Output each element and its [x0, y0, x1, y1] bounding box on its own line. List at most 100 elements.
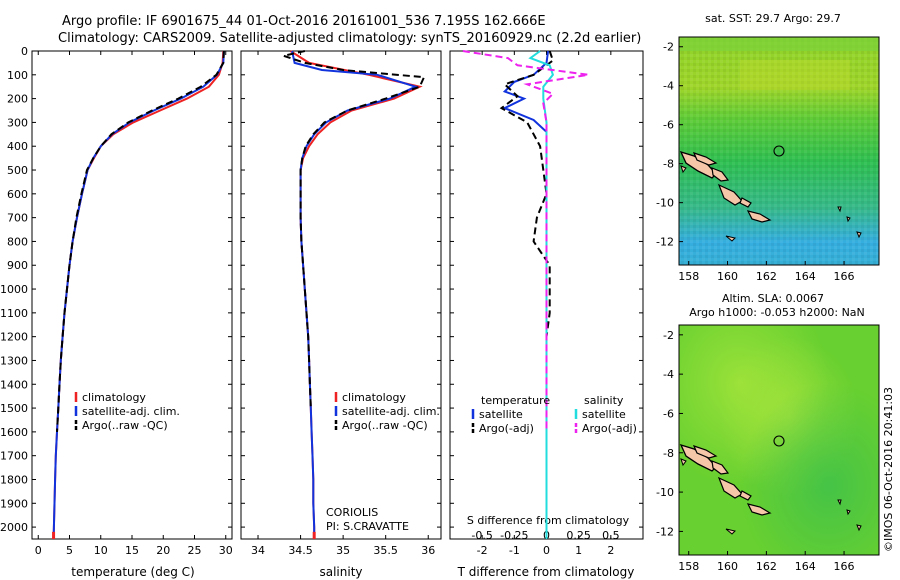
- map-ytick-label: -4: [663, 368, 674, 381]
- xtick-label: 15: [125, 544, 139, 557]
- ytick-label: 900: [7, 259, 28, 272]
- xtick-label: 10: [94, 544, 108, 557]
- map-ytick-label: -10: [656, 197, 674, 210]
- sla-float-marker: [773, 435, 785, 447]
- xtick-top-label: 0.25: [566, 529, 591, 542]
- islet-east-1-sla: [837, 499, 842, 506]
- series-salinity-satellite: [528, 50, 555, 539]
- map-ytick-label: -12: [656, 525, 674, 538]
- sst-top-band: [679, 37, 879, 51]
- series-argo: [56, 50, 225, 432]
- xtick-label: 2: [607, 544, 614, 557]
- legend-label: satellite-adj. clim.: [342, 405, 440, 418]
- xtick-label: 36: [421, 544, 435, 557]
- map-xtick-label: 158: [678, 560, 699, 573]
- map-xtick-label: 160: [717, 560, 738, 573]
- map-ytick-label: -10: [656, 486, 674, 499]
- legend-label: Argo(..raw -QC): [82, 419, 168, 432]
- legend-label: satellite-adj. clim.: [82, 405, 180, 418]
- map-xtick-label: 164: [795, 560, 816, 573]
- islet-east-3-sla: [856, 524, 862, 532]
- island-west-sla: [680, 458, 687, 467]
- diff-legend-label: satellite: [479, 408, 523, 421]
- sst-islands: [679, 150, 862, 242]
- island-north-sla: [692, 445, 718, 459]
- sla-map-panel: Altim. SLA: 0.0067 Argo h1000: -0.053 h2…: [656, 292, 880, 573]
- t-difference-xlabel: T difference from climatology: [457, 565, 635, 579]
- diff-legend-heading: salinity: [584, 394, 624, 407]
- ytick-label: 1400: [0, 378, 28, 391]
- sla-low-region: [679, 325, 879, 555]
- header-line-2: Climatology: CARS2009. Satellite-adjuste…: [58, 31, 641, 46]
- series-satellite: [291, 50, 419, 539]
- islet-east-1-sst: [837, 206, 842, 213]
- islet-east-3-sst: [856, 231, 862, 239]
- map-xtick-label: 162: [756, 270, 777, 283]
- xtick-top-label: 0.5: [602, 529, 620, 542]
- ytick-label: 300: [7, 116, 28, 129]
- ytick-label: 1100: [0, 307, 28, 320]
- sst-warm-patch: [740, 60, 850, 90]
- diff-legend-label: Argo(-adj): [479, 422, 534, 435]
- ytick-label: 1600: [0, 426, 28, 439]
- map-xtick-label: 166: [834, 270, 855, 283]
- island-west-sst: [680, 165, 687, 174]
- climatology-bottom-marker: [52, 531, 56, 539]
- island-malaita-sla: [746, 503, 772, 516]
- map-xtick-label: 166: [834, 560, 855, 573]
- difference-panel: T difference from climatology S differen…: [449, 50, 644, 579]
- island-santa-isabel-sla: [717, 476, 743, 499]
- xtick-label: -2: [477, 544, 488, 557]
- sst-map-frame: [678, 36, 880, 266]
- ytick-label: 700: [7, 212, 28, 225]
- ytick-label: 500: [7, 164, 28, 177]
- xtick-top-label: -0.5: [471, 529, 492, 542]
- sla-map-frame: [678, 324, 880, 556]
- island-ngella-sla: [739, 490, 752, 501]
- island-choiseul-sla: [711, 460, 730, 475]
- sla-map-title-2: Argo h1000: -0.053 h2000: NaN: [689, 306, 865, 319]
- series-salinity-argo: [462, 50, 589, 432]
- xtick-label: 0: [35, 544, 42, 557]
- ytick-label: 100: [7, 69, 28, 82]
- ytick-label: 800: [7, 235, 28, 248]
- map-xtick-label: 160: [717, 270, 738, 283]
- island-choiseul-sst: [711, 167, 730, 182]
- map-xtick-label: 158: [678, 270, 699, 283]
- xtick-label: 20: [156, 544, 170, 557]
- map-ytick-label: -6: [663, 119, 674, 132]
- legend-label: climatology: [342, 391, 406, 404]
- temperature-panel: temperature (deg C) 0 5 10 15 20 25 3001002003…: [0, 45, 233, 579]
- ytick-label: 1200: [0, 331, 28, 344]
- map-ytick-label: -8: [663, 158, 674, 171]
- xtick-label: -1: [509, 544, 520, 557]
- diff-legend-label: satellite: [582, 408, 626, 421]
- ytick-label: 1300: [0, 354, 28, 367]
- sla-islands: [679, 443, 862, 535]
- ytick-label: 1000: [0, 283, 28, 296]
- island-guadalcanal-sla: [725, 528, 736, 535]
- island-malaita-sst: [746, 210, 772, 223]
- legend-label: Argo(..raw -QC): [342, 419, 428, 432]
- xtick-label: 35.5: [373, 544, 398, 557]
- series-satellite: [52, 50, 225, 540]
- series-argo: [279, 50, 426, 409]
- diff-legend-label: Argo(-adj): [582, 422, 637, 435]
- map-ytick-label: -8: [663, 447, 674, 460]
- climatology-bottom-marker: [312, 531, 316, 539]
- island-ngella-sst: [739, 197, 752, 208]
- institution-label: CORIOLIS: [326, 506, 378, 519]
- ytick-label: 1800: [0, 473, 28, 486]
- xtick-top-label: -0.25: [500, 529, 528, 542]
- ytick-label: 200: [7, 93, 28, 106]
- header-line-1: Argo profile: IF 6901675_44 01-Oct-2016 …: [62, 14, 546, 29]
- sst-map-title: sat. SST: 29.7 Argo: 29.7: [705, 12, 841, 25]
- xtick-label: 0: [543, 544, 550, 557]
- legend-label: climatology: [82, 391, 146, 404]
- sla-map-title-1: Altim. SLA: 0.0067: [722, 292, 824, 305]
- map-ytick-label: -12: [656, 236, 674, 249]
- sst-texture: [679, 37, 879, 265]
- xtick-label: 35: [336, 544, 350, 557]
- ytick-label: 2000: [0, 521, 28, 534]
